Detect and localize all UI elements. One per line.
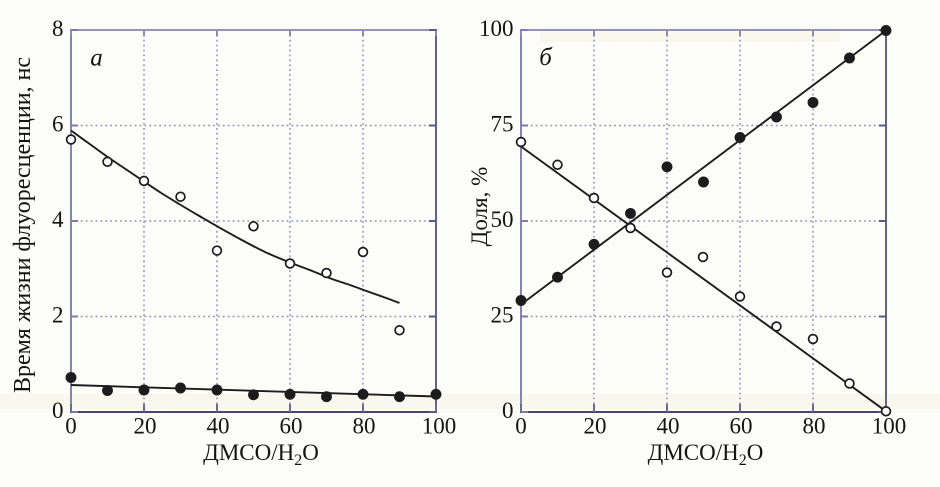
svg-text:0: 0 (65, 414, 77, 439)
svg-text:8: 8 (52, 16, 64, 41)
svg-text:60: 60 (730, 414, 753, 439)
svg-text:0: 0 (515, 414, 527, 439)
svg-text:40: 40 (657, 414, 680, 439)
svg-text:25: 25 (491, 303, 514, 328)
svg-text:100: 100 (422, 414, 457, 439)
svg-text:40: 40 (207, 414, 230, 439)
svg-text:Доля, %: Доля, % (467, 167, 492, 247)
svg-text:60: 60 (280, 414, 303, 439)
svg-text:20: 20 (134, 414, 157, 439)
svg-text:75: 75 (491, 112, 514, 137)
svg-text:6: 6 (52, 112, 64, 137)
svg-text:4: 4 (52, 207, 64, 232)
svg-text:ДМСО/Н2О: ДМСО/Н2О (648, 440, 764, 469)
svg-text:80: 80 (353, 414, 376, 439)
svg-text:20: 20 (584, 414, 607, 439)
svg-text:а: а (90, 45, 103, 72)
svg-text:100: 100 (479, 16, 514, 41)
svg-text:2: 2 (52, 303, 64, 328)
svg-text:100: 100 (872, 414, 907, 439)
svg-text:0: 0 (502, 398, 514, 423)
svg-text:50: 50 (491, 207, 514, 232)
svg-text:80: 80 (803, 414, 826, 439)
svg-text:б: б (539, 44, 553, 71)
svg-text:ДМСО/Н2О: ДМСО/Н2О (203, 440, 319, 469)
svg-text:Время жизни флуоресценции, нс: Время жизни флуоресценции, нс (10, 57, 36, 393)
svg-text:0: 0 (52, 398, 64, 423)
